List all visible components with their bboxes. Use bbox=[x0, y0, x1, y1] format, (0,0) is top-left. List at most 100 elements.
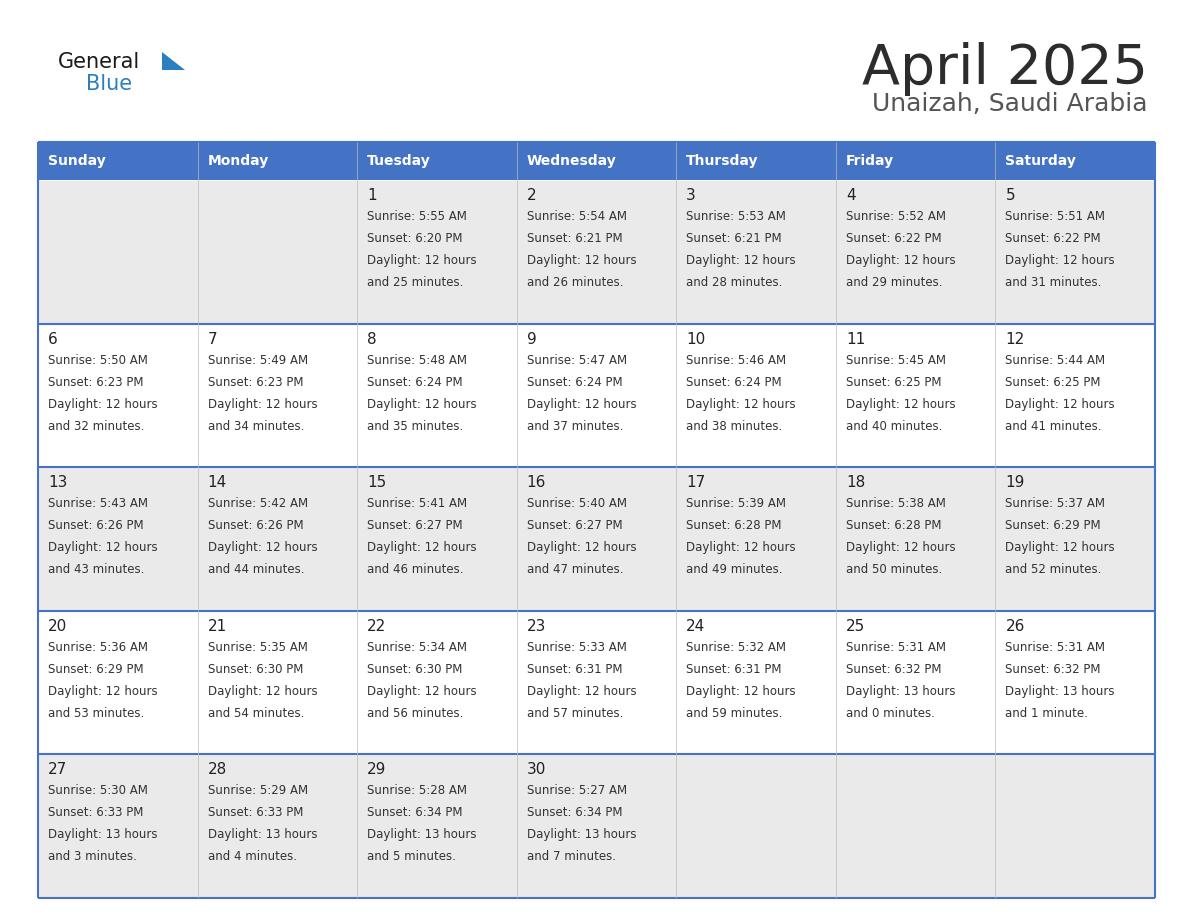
Text: Daylight: 12 hours: Daylight: 12 hours bbox=[687, 397, 796, 410]
Bar bbox=[197, 755, 358, 898]
Text: Sunrise: 5:28 AM: Sunrise: 5:28 AM bbox=[367, 784, 467, 798]
Text: and 56 minutes.: and 56 minutes. bbox=[367, 707, 463, 720]
Text: Sunrise: 5:53 AM: Sunrise: 5:53 AM bbox=[687, 210, 786, 223]
Text: and 7 minutes.: and 7 minutes. bbox=[526, 850, 615, 864]
Bar bbox=[676, 142, 836, 180]
Text: 5: 5 bbox=[1005, 188, 1015, 203]
Text: Sunset: 6:27 PM: Sunset: 6:27 PM bbox=[526, 520, 623, 532]
Text: 29: 29 bbox=[367, 763, 386, 778]
Text: Daylight: 12 hours: Daylight: 12 hours bbox=[1005, 542, 1116, 554]
Text: 19: 19 bbox=[1005, 476, 1025, 490]
Text: Sunrise: 5:52 AM: Sunrise: 5:52 AM bbox=[846, 210, 946, 223]
Bar bbox=[197, 324, 358, 467]
Text: and 1 minute.: and 1 minute. bbox=[1005, 707, 1088, 720]
Text: and 35 minutes.: and 35 minutes. bbox=[367, 420, 463, 432]
Text: Sunset: 6:23 PM: Sunset: 6:23 PM bbox=[48, 375, 144, 388]
Bar bbox=[996, 324, 1155, 467]
Text: Daylight: 12 hours: Daylight: 12 hours bbox=[526, 685, 637, 698]
Text: and 47 minutes.: and 47 minutes. bbox=[526, 564, 624, 577]
Text: Daylight: 13 hours: Daylight: 13 hours bbox=[367, 828, 476, 842]
Bar bbox=[517, 180, 676, 324]
Text: April 2025: April 2025 bbox=[862, 42, 1148, 96]
Text: Sunrise: 5:54 AM: Sunrise: 5:54 AM bbox=[526, 210, 627, 223]
Text: 3: 3 bbox=[687, 188, 696, 203]
Text: Sunrise: 5:55 AM: Sunrise: 5:55 AM bbox=[367, 210, 467, 223]
Text: Sunset: 6:30 PM: Sunset: 6:30 PM bbox=[208, 663, 303, 676]
Text: and 5 minutes.: and 5 minutes. bbox=[367, 850, 456, 864]
Text: and 31 minutes.: and 31 minutes. bbox=[1005, 276, 1101, 289]
Text: 10: 10 bbox=[687, 331, 706, 347]
Text: Sunrise: 5:39 AM: Sunrise: 5:39 AM bbox=[687, 498, 786, 510]
Text: Sunrise: 5:43 AM: Sunrise: 5:43 AM bbox=[48, 498, 148, 510]
Text: 18: 18 bbox=[846, 476, 865, 490]
Text: and 26 minutes.: and 26 minutes. bbox=[526, 276, 624, 289]
Text: and 25 minutes.: and 25 minutes. bbox=[367, 276, 463, 289]
Text: and 53 minutes.: and 53 minutes. bbox=[48, 707, 144, 720]
Bar bbox=[517, 610, 676, 755]
Text: Daylight: 12 hours: Daylight: 12 hours bbox=[526, 254, 637, 267]
Text: and 49 minutes.: and 49 minutes. bbox=[687, 564, 783, 577]
Bar bbox=[358, 324, 517, 467]
Text: Saturday: Saturday bbox=[1005, 154, 1076, 168]
Text: Sunday: Sunday bbox=[48, 154, 106, 168]
Text: Daylight: 13 hours: Daylight: 13 hours bbox=[208, 828, 317, 842]
Text: Daylight: 12 hours: Daylight: 12 hours bbox=[1005, 397, 1116, 410]
Text: and 43 minutes.: and 43 minutes. bbox=[48, 564, 145, 577]
Text: 28: 28 bbox=[208, 763, 227, 778]
Text: Sunrise: 5:27 AM: Sunrise: 5:27 AM bbox=[526, 784, 627, 798]
Bar bbox=[996, 142, 1155, 180]
Text: 16: 16 bbox=[526, 476, 546, 490]
Bar bbox=[676, 324, 836, 467]
Bar bbox=[358, 467, 517, 610]
Text: Sunset: 6:32 PM: Sunset: 6:32 PM bbox=[846, 663, 941, 676]
Text: and 32 minutes.: and 32 minutes. bbox=[48, 420, 145, 432]
Text: Daylight: 12 hours: Daylight: 12 hours bbox=[846, 254, 955, 267]
Text: Sunset: 6:25 PM: Sunset: 6:25 PM bbox=[846, 375, 941, 388]
Text: Sunrise: 5:50 AM: Sunrise: 5:50 AM bbox=[48, 353, 147, 366]
Bar bbox=[38, 755, 197, 898]
Text: Sunrise: 5:34 AM: Sunrise: 5:34 AM bbox=[367, 641, 467, 654]
Text: Daylight: 12 hours: Daylight: 12 hours bbox=[846, 542, 955, 554]
Text: Daylight: 12 hours: Daylight: 12 hours bbox=[208, 542, 317, 554]
Bar bbox=[38, 467, 197, 610]
Bar bbox=[996, 610, 1155, 755]
Polygon shape bbox=[162, 52, 185, 70]
Text: Daylight: 12 hours: Daylight: 12 hours bbox=[687, 685, 796, 698]
Text: and 52 minutes.: and 52 minutes. bbox=[1005, 564, 1101, 577]
Text: and 34 minutes.: and 34 minutes. bbox=[208, 420, 304, 432]
Text: Sunrise: 5:37 AM: Sunrise: 5:37 AM bbox=[1005, 498, 1105, 510]
Text: 25: 25 bbox=[846, 619, 865, 633]
Text: Sunset: 6:31 PM: Sunset: 6:31 PM bbox=[526, 663, 623, 676]
Text: Sunrise: 5:30 AM: Sunrise: 5:30 AM bbox=[48, 784, 147, 798]
Text: Sunrise: 5:47 AM: Sunrise: 5:47 AM bbox=[526, 353, 627, 366]
Bar bbox=[676, 610, 836, 755]
Bar bbox=[197, 142, 358, 180]
Text: and 29 minutes.: and 29 minutes. bbox=[846, 276, 942, 289]
Text: and 40 minutes.: and 40 minutes. bbox=[846, 420, 942, 432]
Text: Thursday: Thursday bbox=[687, 154, 759, 168]
Text: Sunset: 6:28 PM: Sunset: 6:28 PM bbox=[687, 520, 782, 532]
Text: Sunrise: 5:29 AM: Sunrise: 5:29 AM bbox=[208, 784, 308, 798]
Text: Unaizah, Saudi Arabia: Unaizah, Saudi Arabia bbox=[872, 92, 1148, 116]
Text: 4: 4 bbox=[846, 188, 855, 203]
Text: and 44 minutes.: and 44 minutes. bbox=[208, 564, 304, 577]
Text: Sunrise: 5:32 AM: Sunrise: 5:32 AM bbox=[687, 641, 786, 654]
Text: 9: 9 bbox=[526, 331, 537, 347]
Bar bbox=[197, 610, 358, 755]
Text: Daylight: 13 hours: Daylight: 13 hours bbox=[526, 828, 637, 842]
Text: Sunrise: 5:42 AM: Sunrise: 5:42 AM bbox=[208, 498, 308, 510]
Text: and 41 minutes.: and 41 minutes. bbox=[1005, 420, 1102, 432]
Text: Sunrise: 5:40 AM: Sunrise: 5:40 AM bbox=[526, 498, 627, 510]
Bar bbox=[836, 467, 996, 610]
Text: Daylight: 12 hours: Daylight: 12 hours bbox=[526, 397, 637, 410]
Text: 22: 22 bbox=[367, 619, 386, 633]
Text: 1: 1 bbox=[367, 188, 377, 203]
Text: Sunset: 6:34 PM: Sunset: 6:34 PM bbox=[367, 806, 462, 820]
Text: Wednesday: Wednesday bbox=[526, 154, 617, 168]
Bar bbox=[358, 610, 517, 755]
Text: Daylight: 12 hours: Daylight: 12 hours bbox=[367, 254, 476, 267]
Bar bbox=[836, 142, 996, 180]
Text: 7: 7 bbox=[208, 331, 217, 347]
Text: Sunset: 6:31 PM: Sunset: 6:31 PM bbox=[687, 663, 782, 676]
Text: Daylight: 12 hours: Daylight: 12 hours bbox=[367, 685, 476, 698]
